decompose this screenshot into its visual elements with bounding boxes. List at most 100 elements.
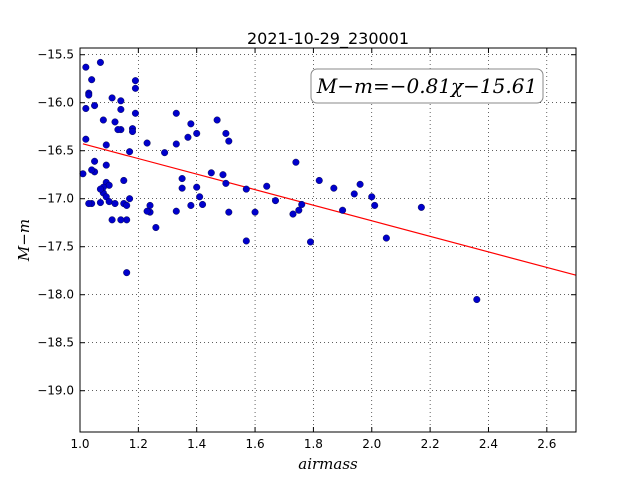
data-point	[131, 109, 139, 117]
data-point	[96, 185, 104, 193]
data-point	[117, 105, 125, 113]
data-point	[143, 139, 151, 147]
data-point	[152, 224, 160, 232]
x-tick-label: 2.2	[421, 437, 440, 451]
data-point	[207, 169, 215, 177]
x-tick-label: 1.4	[187, 437, 206, 451]
data-point	[242, 185, 250, 193]
y-tick-label: −15.5	[37, 48, 74, 62]
data-point	[96, 199, 104, 207]
data-point	[295, 206, 303, 214]
data-point	[114, 126, 122, 134]
data-point	[222, 179, 230, 187]
data-point	[108, 94, 116, 102]
plot-content	[79, 58, 577, 304]
data-point	[123, 269, 131, 277]
data-point	[131, 77, 139, 85]
data-point	[82, 63, 90, 71]
y-tick-label: −18.0	[37, 288, 74, 302]
fit-line	[82, 143, 577, 276]
data-point	[199, 200, 207, 208]
data-point	[91, 102, 99, 110]
data-point	[105, 181, 113, 189]
data-point	[473, 296, 481, 304]
data-point	[382, 234, 390, 242]
data-point	[196, 193, 204, 201]
data-point	[225, 208, 233, 216]
data-point	[82, 135, 90, 143]
y-tick-label: −17.0	[37, 192, 74, 206]
data-point	[126, 195, 134, 203]
data-point	[96, 58, 104, 66]
data-point	[350, 190, 358, 198]
x-tick-label: 1.8	[304, 437, 323, 451]
fit-equation: M−m=−0.81χ−15.61	[316, 74, 537, 98]
data-point	[99, 116, 107, 124]
data-point	[85, 91, 93, 99]
data-point	[417, 203, 425, 211]
data-point	[102, 141, 110, 149]
data-point	[219, 171, 227, 179]
data-point	[222, 129, 230, 137]
y-axis-label: M−m	[15, 219, 33, 262]
data-point	[315, 176, 323, 184]
y-tick-label: −16.0	[37, 96, 74, 110]
y-tick-label: −17.5	[37, 240, 74, 254]
data-point	[88, 166, 96, 174]
data-point	[129, 128, 137, 136]
x-tick-label: 2.0	[362, 437, 381, 451]
data-point	[120, 176, 128, 184]
data-point	[213, 116, 221, 124]
data-point	[306, 238, 314, 246]
data-point	[91, 157, 99, 165]
data-point	[108, 216, 116, 224]
data-point	[161, 149, 169, 157]
data-point	[172, 109, 180, 117]
data-point	[85, 200, 93, 208]
data-point	[251, 208, 259, 216]
data-point	[356, 180, 364, 188]
data-point	[263, 182, 271, 190]
x-tick-label: 1.0	[70, 437, 89, 451]
data-point	[225, 137, 233, 145]
data-point	[271, 197, 279, 205]
x-tick-label: 1.2	[129, 437, 148, 451]
data-point	[368, 193, 376, 201]
data-point	[339, 206, 347, 214]
axis-ticks: 1.0 1.2 1.4 1.6 1.8 2.0 2.2 2.4 2.6 −15.5 −16.0 −16…	[37, 48, 576, 451]
data-point	[298, 200, 306, 208]
data-point	[123, 216, 131, 224]
data-point	[131, 84, 139, 92]
data-point	[187, 120, 195, 128]
data-point	[111, 118, 119, 126]
y-tick-label: −19.0	[37, 384, 74, 398]
data-point	[178, 175, 186, 183]
data-point	[88, 76, 96, 84]
plot-frame	[79, 47, 577, 433]
data-point	[111, 200, 119, 208]
data-point	[82, 104, 90, 112]
data-point	[79, 170, 87, 178]
data-point	[172, 140, 180, 148]
data-point	[193, 183, 201, 191]
data-point	[117, 216, 125, 224]
data-point	[178, 184, 186, 192]
y-tick-label: −16.5	[37, 144, 74, 158]
x-tick-label: 1.6	[246, 437, 265, 451]
fit-equation-box: M−m=−0.81χ−15.61	[310, 68, 544, 104]
data-point	[292, 158, 300, 166]
data-point	[146, 201, 154, 209]
chart-title: 2021-10-29_230001	[247, 29, 409, 49]
x-axis-label: airmass	[298, 455, 358, 473]
x-tick-label: 2.4	[479, 437, 498, 451]
data-point	[193, 129, 201, 137]
data-point	[242, 237, 250, 245]
data-point	[105, 198, 113, 206]
x-tick-label: 2.6	[537, 437, 556, 451]
data-point	[172, 207, 180, 215]
data-point	[187, 201, 195, 209]
data-point	[184, 133, 192, 141]
data-point	[102, 161, 110, 169]
data-point	[371, 201, 379, 209]
